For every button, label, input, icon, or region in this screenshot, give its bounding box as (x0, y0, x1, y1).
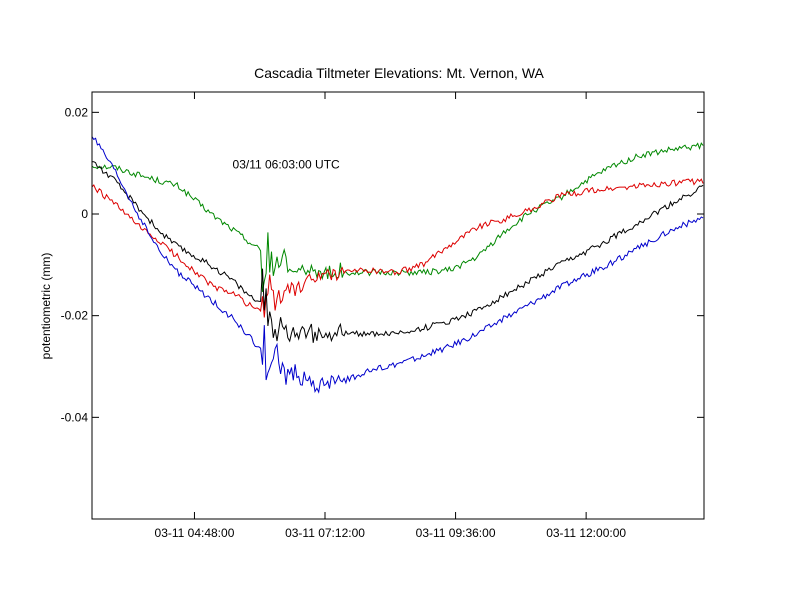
chart-title: Cascadia Tiltmeter Elevations: Mt. Verno… (254, 65, 544, 81)
series-line-3 (92, 161, 704, 343)
series-layer (91, 136, 704, 394)
x-tick-label: 03-11 09:36:00 (416, 526, 496, 540)
y-tick-label: -0.02 (61, 309, 89, 323)
series-line-2 (91, 178, 704, 318)
plot-frame (91, 91, 705, 520)
x-tick-label: 03-11 07:12:00 (285, 526, 365, 540)
x-tick-label: 03-11 12:00:00 (546, 526, 626, 540)
series-line-1 (91, 142, 704, 292)
y-axis: 0.02 0 -0.02 -0.04 (61, 105, 704, 520)
event-annotation: 03/11 06:03:00 UTC (233, 157, 341, 171)
series-line-4 (91, 136, 704, 394)
y-tick-label: 0.02 (65, 105, 89, 119)
y-tick-label: -0.04 (61, 410, 89, 424)
x-axis: 03-11 04:48:00 03-11 07:12:00 03-11 09:36:… (155, 92, 626, 540)
y-axis-label: potentiometric (mm) (39, 253, 53, 360)
x-tick-label: 03-11 04:48:00 (155, 526, 235, 540)
y-tick-label: 0 (81, 207, 88, 221)
